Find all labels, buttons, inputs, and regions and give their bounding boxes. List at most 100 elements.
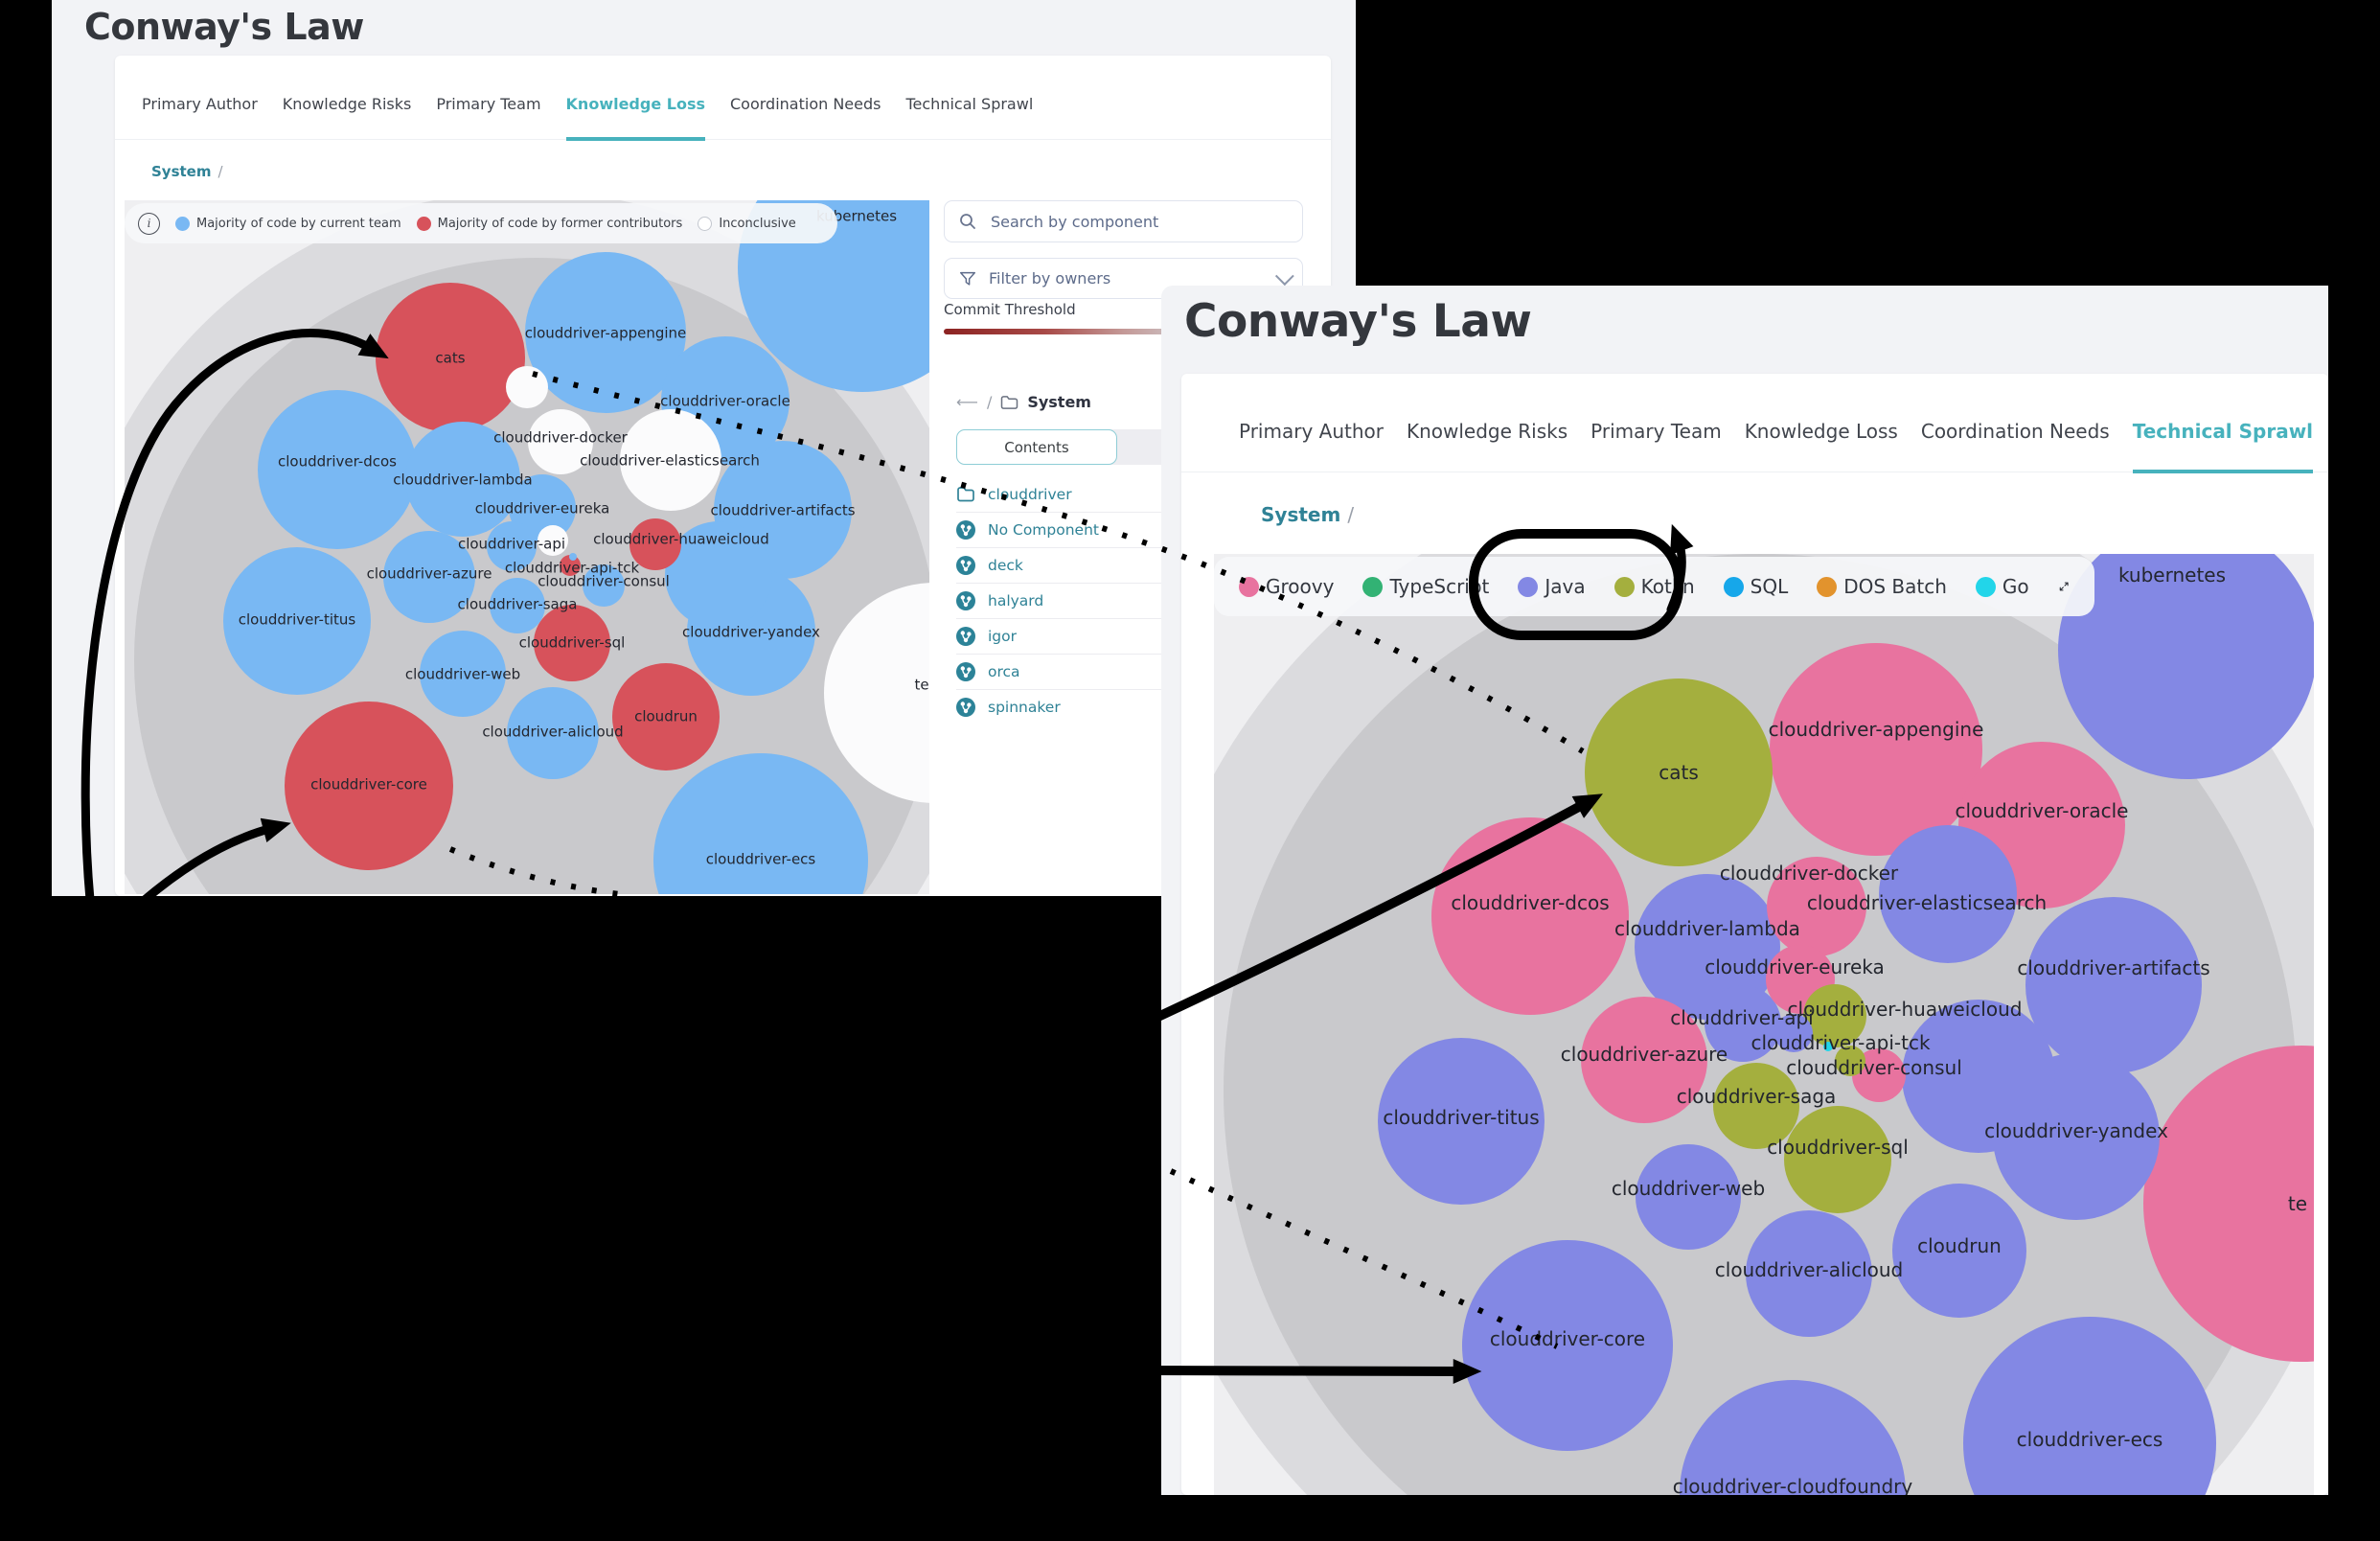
bubble-cats[interactable] [1585,678,1773,866]
legend-item-typescript: TypeScript [1362,575,1489,598]
bubble-label-clouddriver-appengine: clouddriver-appengine [1769,718,1984,741]
bubble-label-clouddriver-titus: clouddriver-titus [1383,1106,1539,1129]
breadcrumb[interactable]: System / [151,163,223,180]
bubble-label-te: te [2288,1192,2307,1215]
bubble-cats[interactable] [376,283,525,432]
knowledge-loss-chart[interactable]: kubernetes cats clouddriver-appengine cloud… [125,200,929,894]
tab-knowledge-loss[interactable]: Knowledge Loss [565,94,705,141]
filter-label: Filter by owners [989,269,1111,288]
tab-technical-sprawl[interactable]: Technical Sprawl [2132,418,2314,473]
legend-item-dos-batch: DOS Batch [1817,575,1947,598]
tab-bar: Primary Author Knowledge Risks Primary Tea… [1181,418,2328,473]
bubble-clouddriver-dcos[interactable] [1431,817,1629,1015]
bubble-clouddriver-saga[interactable] [1713,1063,1799,1149]
bubble-label-clouddriver-elasticsearch: clouddriver-elasticsearch [1807,891,2047,914]
git-component-icon [956,627,975,646]
bubble-label-clouddriver-dcos: clouddriver-dcos [1451,891,1609,914]
technical-sprawl-chart[interactable]: kubernetes cats clouddriver-appengine cloud… [1214,554,2314,1495]
tab-coordination-needs[interactable]: Coordination Needs [1920,420,2110,443]
page-title: Conway's Law [84,6,364,48]
bubble-unlabeled[interactable] [506,366,548,408]
bubble-label-clouddriver-consul: clouddriver-consul [538,572,670,589]
tab-coordination-needs[interactable]: Coordination Needs [730,95,881,113]
bubble-label-clouddriver-elasticsearch: clouddriver-elasticsearch [580,451,760,469]
bubble-cloudrun[interactable] [1892,1184,2026,1318]
tab-contents[interactable]: Contents [956,429,1117,465]
bubble-clouddriver-api[interactable] [487,521,537,571]
tab-primary-author[interactable]: Primary Author [142,95,258,113]
legend-color-dot [1975,576,1996,597]
folder-icon [957,487,974,502]
tab-knowledge-risks[interactable]: Knowledge Risks [1406,420,1568,443]
bubble-clouddriver-cloudfoundry[interactable] [1680,1380,1906,1495]
breadcrumb[interactable]: System / [1261,503,1355,526]
tab-knowledge-risks[interactable]: Knowledge Risks [282,95,412,113]
main-card: Primary Author Knowledge Risks Primary Tea… [115,56,1331,896]
bubble-kubernetes[interactable] [738,200,929,392]
bubble-label-cloudrun: cloudrun [634,707,698,724]
bubble-clouddriver-lambda[interactable] [1635,874,1780,1020]
bubble-unlabeled[interactable] [1823,1042,1833,1051]
bubble-clouddriver-azure[interactable] [1581,997,1707,1123]
bubble-clouddriver-docker[interactable] [1767,857,1866,956]
bubble-label-clouddriver-azure: clouddriver-azure [1561,1043,1728,1066]
tab-primary-team[interactable]: Primary Team [1590,420,1722,443]
bubble-label-clouddriver-sql: clouddriver-sql [1767,1136,1909,1159]
bubble-unlabeled[interactable] [1774,1014,1813,1052]
main-card: Primary Author Knowledge Risks Primary Tea… [1181,374,2328,1495]
bubble-label-clouddriver-lambda: clouddriver-lambda [393,471,532,488]
bubble-unlabeled[interactable] [1902,1000,2055,1153]
legend-color-dot [1239,576,1259,597]
funnel-icon [960,271,975,286]
bubble-clouddriver-titus[interactable] [1378,1038,1545,1205]
bubble-clouddriver-web[interactable] [1636,1144,1741,1250]
bubble-clouddriver-web[interactable] [420,631,506,717]
bubble-label-clouddriver-azure: clouddriver-azure [367,564,492,582]
bubble-clouddriver-api[interactable] [1705,985,1781,1062]
folder-breadcrumb-root: System [1027,393,1091,411]
bubble-clouddriver-artifacts[interactable] [2025,897,2202,1073]
bubble-te[interactable] [2143,1046,2314,1362]
folder-icon [1001,395,1018,409]
legend-item-majority-of-code-by-former-contributors: Majority of code by former contributors [416,216,682,231]
bubble-clouddriver-ecs[interactable] [1963,1317,2216,1495]
legend-color-dot [416,216,431,231]
search-input[interactable] [989,211,1289,232]
collapse-icon[interactable] [2058,575,2070,598]
bubble-clouddriver-azure[interactable] [383,531,475,623]
legend-color-dot [1817,576,1838,597]
folder-breadcrumb[interactable]: ⟵ / System [956,393,1091,411]
chart-legend: Groovy TypeScript Java Kotlin SQL DOS Batch Go [1214,557,2094,616]
bubble-kubernetes[interactable] [2058,554,2314,779]
bubble-clouddriver-elasticsearch[interactable] [1879,825,2017,963]
window-knowledge-loss: Conway's Law Primary Author Knowledge Ris… [52,0,1356,896]
bubble-clouddriver-huaweicloud[interactable] [1803,984,1866,1047]
bubble-label-clouddriver-ecs: clouddriver-ecs [2017,1428,2163,1451]
search-box[interactable] [944,200,1303,242]
bubble-label-clouddriver-eureka: clouddriver-eureka [475,499,610,517]
legend-item-go: Go [1975,575,2029,598]
bubble-clouddriver-saga[interactable] [490,578,545,633]
bubble-label-clouddriver-alicloud: clouddriver-alicloud [482,723,623,740]
bubble-clouddriver-ecs[interactable] [653,753,868,894]
tab-technical-sprawl[interactable]: Technical Sprawl [905,95,1034,113]
bubble-clouddriver-alicloud[interactable] [1746,1210,1872,1337]
commit-threshold-slider[interactable] [944,329,1303,334]
bubble-label-clouddriver-docker: clouddriver-docker [493,428,629,446]
bubble-clouddriver-appengine[interactable] [1770,643,1982,856]
bubble-label-clouddriver-titus: clouddriver-titus [239,610,356,628]
info-icon[interactable]: i [138,212,160,235]
tab-primary-author[interactable]: Primary Author [1239,420,1384,443]
bubble-clouddriver-sql[interactable] [1784,1106,1891,1213]
bubble-label-clouddriver-api: clouddriver-api [1670,1006,1813,1029]
git-component-icon [956,662,975,681]
back-arrow-icon[interactable]: ⟵ [956,393,978,411]
bubble-clouddriver-api-tck[interactable] [1835,1046,1865,1076]
git-component-icon [956,556,975,575]
tab-knowledge-loss[interactable]: Knowledge Loss [1744,420,1898,443]
bubble-clouddriver-consul[interactable] [1852,1048,1906,1102]
bubble-label-clouddriver-cloudfoundry: clouddriver-cloudfoundry [1673,1475,1913,1495]
legend-color-dot [1723,576,1744,597]
bubble-clouddriver-lambda[interactable] [405,422,520,537]
tab-primary-team[interactable]: Primary Team [436,95,541,113]
